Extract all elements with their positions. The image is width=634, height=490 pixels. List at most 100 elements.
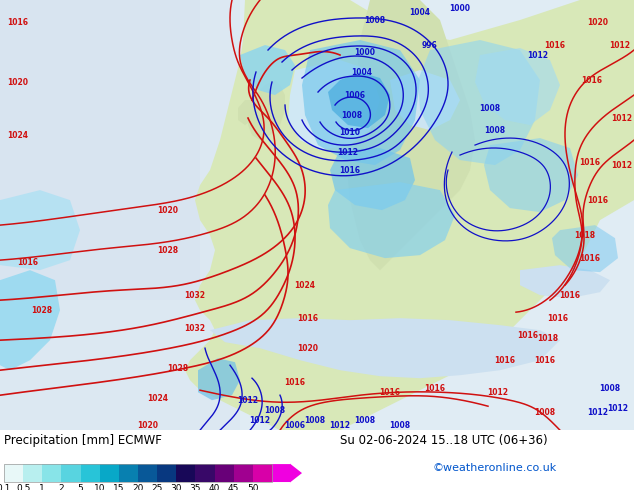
- Text: 20: 20: [133, 484, 144, 490]
- Text: 1008: 1008: [264, 406, 285, 415]
- Bar: [119, 464, 138, 482]
- Text: 1016: 1016: [18, 258, 39, 267]
- Text: 996: 996: [422, 41, 438, 49]
- Text: 1016: 1016: [548, 314, 569, 322]
- Text: 1016: 1016: [559, 291, 581, 300]
- Text: 1016: 1016: [579, 158, 600, 167]
- Text: 1020: 1020: [157, 206, 179, 215]
- Text: 1020: 1020: [297, 343, 318, 353]
- Bar: [4, 464, 272, 482]
- Text: 1012: 1012: [612, 161, 633, 170]
- Bar: [0, 0, 200, 300]
- Text: 1016: 1016: [425, 384, 446, 392]
- Text: 40: 40: [209, 484, 220, 490]
- Text: 5: 5: [78, 484, 84, 490]
- Text: 1004: 1004: [410, 7, 430, 17]
- Text: 1012: 1012: [588, 408, 609, 416]
- Text: 1016: 1016: [495, 356, 515, 365]
- Text: 1008: 1008: [534, 408, 555, 416]
- Text: 45: 45: [228, 484, 240, 490]
- Text: 1018: 1018: [538, 334, 559, 343]
- Text: 1016: 1016: [534, 356, 555, 365]
- Text: 1010: 1010: [339, 127, 361, 137]
- Text: 1012: 1012: [612, 114, 633, 122]
- Text: Su 02-06-2024 15..18 UTC (06+36): Su 02-06-2024 15..18 UTC (06+36): [340, 434, 548, 447]
- Bar: [0, 0, 240, 430]
- Text: 15: 15: [113, 484, 125, 490]
- Polygon shape: [520, 265, 610, 298]
- Bar: [23, 464, 42, 482]
- Text: 1008: 1008: [365, 16, 385, 24]
- Polygon shape: [484, 138, 578, 212]
- Text: 25: 25: [152, 484, 163, 490]
- Polygon shape: [185, 0, 634, 430]
- Text: Precipitation [mm] ECMWF: Precipitation [mm] ECMWF: [4, 434, 162, 447]
- Text: 1016: 1016: [581, 75, 602, 85]
- Polygon shape: [330, 148, 415, 210]
- Bar: [81, 464, 100, 482]
- Text: 1012: 1012: [488, 388, 508, 397]
- Text: 10: 10: [94, 484, 105, 490]
- Text: ©weatheronline.co.uk: ©weatheronline.co.uk: [432, 463, 556, 473]
- Polygon shape: [0, 190, 80, 270]
- Text: 1016: 1016: [588, 196, 609, 205]
- Polygon shape: [302, 40, 420, 165]
- Bar: [138, 464, 157, 482]
- Text: 1028: 1028: [32, 306, 53, 315]
- Text: 1008: 1008: [599, 384, 621, 392]
- Text: 1008: 1008: [342, 111, 363, 120]
- Text: 30: 30: [171, 484, 182, 490]
- Polygon shape: [552, 225, 618, 272]
- Polygon shape: [288, 60, 380, 150]
- Text: 1004: 1004: [351, 68, 373, 76]
- Text: 1008: 1008: [479, 103, 501, 113]
- Polygon shape: [328, 182, 455, 258]
- Text: 1008: 1008: [484, 125, 505, 135]
- Bar: [195, 464, 214, 482]
- Polygon shape: [418, 40, 540, 165]
- Text: 1008: 1008: [304, 416, 326, 425]
- Bar: [214, 464, 234, 482]
- Polygon shape: [390, 70, 460, 130]
- Text: 1006: 1006: [344, 91, 365, 99]
- Polygon shape: [198, 358, 240, 400]
- Text: 1032: 1032: [184, 324, 205, 333]
- Text: 1028: 1028: [167, 364, 188, 373]
- Polygon shape: [240, 45, 295, 95]
- Polygon shape: [238, 100, 255, 125]
- Text: 0.1: 0.1: [0, 484, 11, 490]
- Bar: [61, 464, 81, 482]
- Text: 0.5: 0.5: [16, 484, 30, 490]
- Text: 1012: 1012: [250, 416, 271, 425]
- Bar: [157, 464, 176, 482]
- Text: 1016: 1016: [8, 18, 29, 26]
- Bar: [176, 464, 195, 482]
- Text: 1016: 1016: [517, 331, 538, 340]
- Text: 1016: 1016: [545, 41, 566, 49]
- Text: 1: 1: [39, 484, 45, 490]
- Text: 1012: 1012: [609, 41, 630, 49]
- Bar: [42, 464, 61, 482]
- Text: 1016: 1016: [297, 314, 318, 322]
- Bar: [234, 464, 253, 482]
- Text: 1032: 1032: [184, 291, 205, 300]
- Polygon shape: [348, 0, 475, 270]
- Text: 1012: 1012: [607, 404, 628, 413]
- Text: 1008: 1008: [389, 421, 411, 430]
- Bar: [4, 464, 23, 482]
- Text: 1012: 1012: [337, 147, 358, 157]
- Text: 2: 2: [58, 484, 64, 490]
- FancyArrow shape: [272, 464, 302, 483]
- Text: 1024: 1024: [8, 130, 29, 140]
- Text: 1028: 1028: [157, 245, 179, 255]
- Text: 1006: 1006: [285, 421, 306, 430]
- Text: 1000: 1000: [354, 48, 375, 56]
- Text: 35: 35: [190, 484, 201, 490]
- Text: 1024: 1024: [148, 393, 169, 403]
- Text: 1012: 1012: [527, 50, 548, 59]
- Text: 1018: 1018: [574, 231, 595, 240]
- Polygon shape: [0, 270, 60, 370]
- Text: 1016: 1016: [285, 378, 306, 387]
- Polygon shape: [328, 72, 390, 128]
- Text: 1020: 1020: [138, 421, 158, 430]
